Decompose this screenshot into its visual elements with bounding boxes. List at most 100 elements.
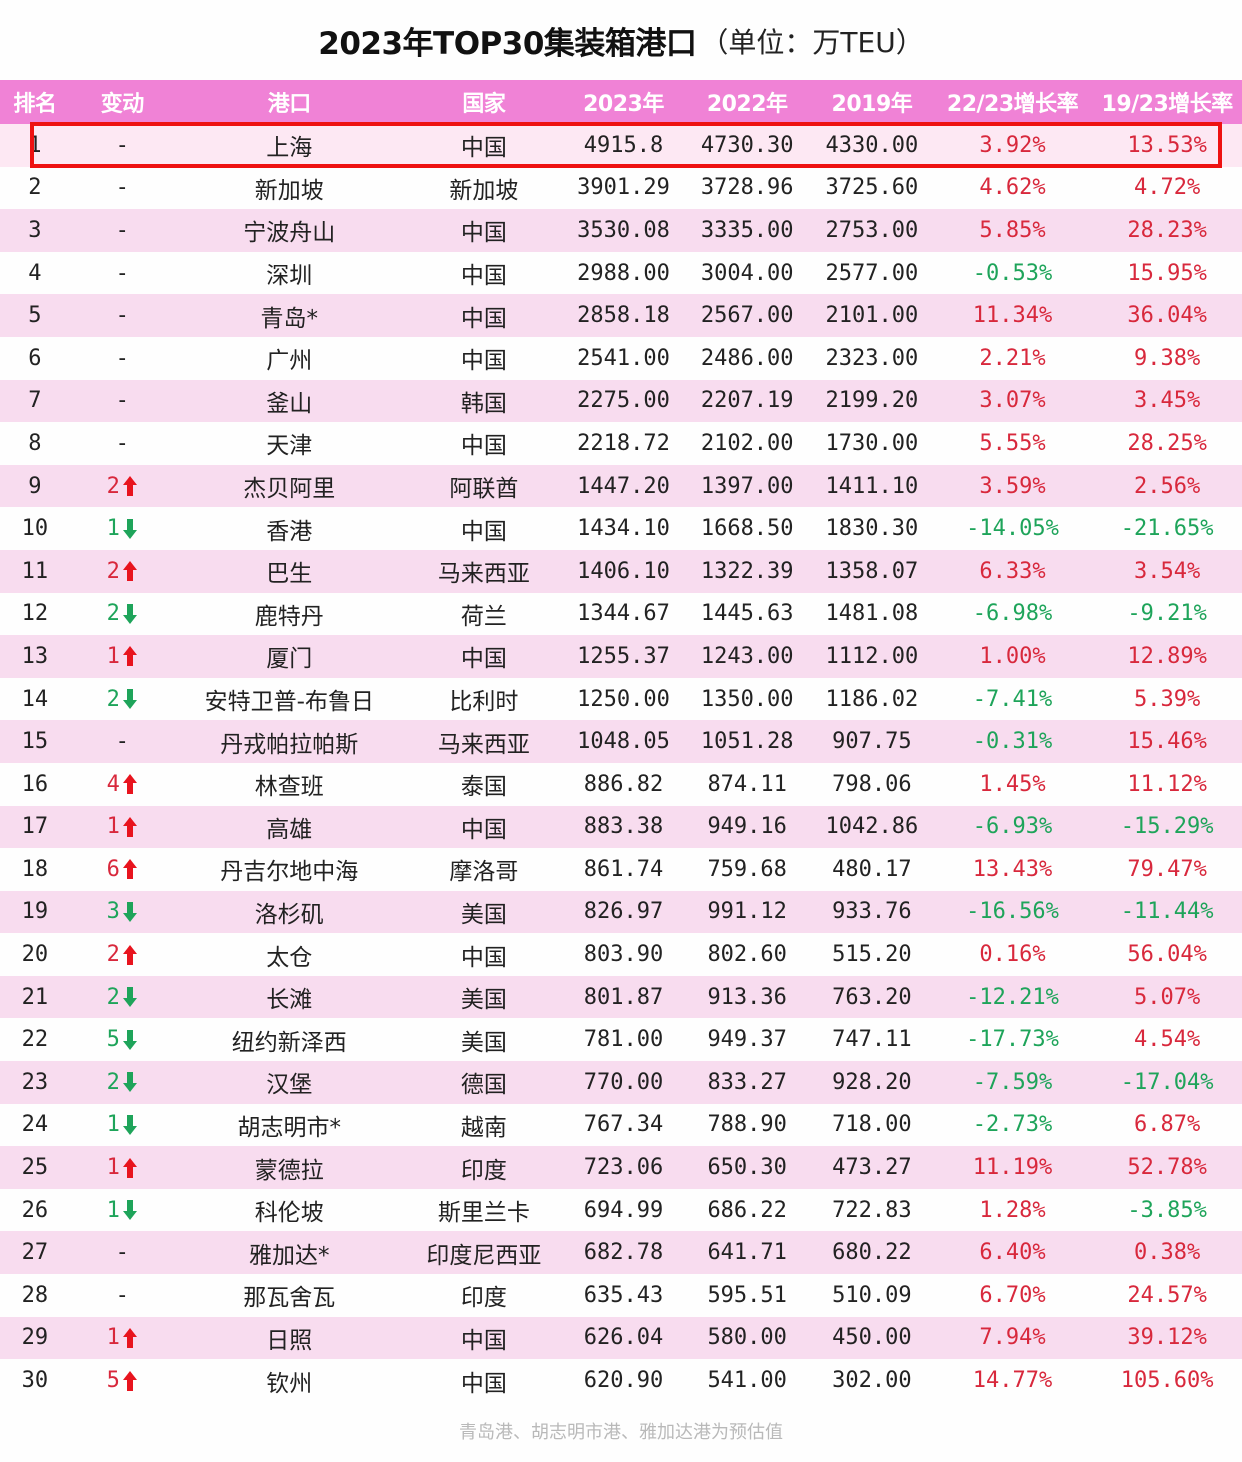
growth-19-23-cell: 105.60% (1120, 1368, 1214, 1394)
teu-2022-cell: 833.27 (707, 1069, 787, 1095)
teu-2019-cell: 2753.00 (825, 217, 919, 243)
table-row: 15 - 丹戎帕拉帕斯 马来西亚 1048.05 1051.28 907.75 … (0, 720, 1242, 763)
table-header: 排名 变动 港口 国家 2023年 2022年 2019年 22/23增长率 1… (0, 80, 1242, 124)
teu-2022-cell: 1445.63 (700, 601, 794, 627)
port-cell: 香港 (266, 518, 313, 545)
country-cell: 荷兰 (460, 603, 507, 630)
country-cell: 中国 (460, 348, 507, 375)
change-cell: 6 (70, 857, 175, 882)
rank-cell: 26 (21, 1197, 49, 1223)
growth-19-23-cell: 6.87% (1134, 1112, 1201, 1138)
teu-2022-cell: 991.12 (707, 899, 787, 925)
teu-2023-cell: 861.74 (583, 856, 664, 882)
growth-22-23-cell: -7.41% (972, 686, 1053, 712)
teu-2023-cell: 1434.10 (577, 516, 670, 542)
growth-22-23-cell: 3.59% (979, 473, 1046, 499)
growth-22-23-cell: -6.98% (972, 601, 1053, 627)
rank-cell: 29 (21, 1325, 49, 1351)
header-growth-22-23: 22/23增长率 (946, 92, 1079, 117)
arrow-down-icon (122, 987, 137, 1008)
growth-19-23-cell: -15.29% (1120, 814, 1214, 840)
teu-2019-cell: 480.17 (832, 856, 912, 882)
rank-cell: 22 (21, 1027, 49, 1053)
teu-2019-cell: 928.20 (832, 1069, 912, 1095)
port-cell: 厦门 (266, 646, 313, 673)
growth-19-23-cell: 3.54% (1134, 558, 1201, 584)
table-row: 22 5 纽约新泽西 美国 781.00 949.37 747.11 -17.7… (0, 1018, 1242, 1061)
change-cell: 2 (70, 985, 175, 1010)
rank-cell: 13 (21, 643, 49, 669)
growth-22-23-cell: -16.56% (966, 899, 1059, 925)
title-unit: （单位：万TEU） (700, 25, 924, 59)
change-value: 2 (106, 1069, 120, 1095)
change-value: 5 (106, 1368, 120, 1394)
teu-2022-cell: 4730.30 (700, 132, 794, 158)
change-cell: - (70, 1240, 175, 1265)
teu-2022-cell: 541.00 (707, 1368, 787, 1394)
rank-cell: 1 (28, 132, 42, 158)
table-row: 27 - 雅加达* 印度尼西亚 682.78 641.71 680.22 6.4… (0, 1231, 1242, 1275)
port-cell: 宁波舟山 (243, 220, 336, 247)
table-row: 28 - 那瓦舍瓦 印度 635.43 595.51 510.09 6.70% … (0, 1274, 1242, 1317)
arrow-up-icon (122, 1327, 137, 1348)
rank-cell: 21 (21, 984, 49, 1010)
teu-2023-cell: 1255.37 (577, 643, 670, 669)
arrow-down-icon (122, 1072, 137, 1093)
country-cell: 马来西亚 (437, 731, 530, 758)
table-row: 16 4 林查班 泰国 886.82 874.11 798.06 1.45% 1… (0, 763, 1242, 806)
teu-2023-cell: 626.04 (583, 1325, 664, 1351)
change-value: 2 (106, 686, 120, 712)
port-cell: 汉堡 (266, 1072, 313, 1099)
growth-22-23-cell: 1.00% (979, 643, 1046, 669)
change-value: 1 (106, 814, 120, 840)
teu-2023-cell: 1406.10 (577, 558, 670, 584)
rank-cell: 28 (21, 1282, 49, 1308)
teu-2019-cell: 510.09 (832, 1282, 912, 1308)
change-value: - (115, 303, 129, 329)
teu-2022-cell: 1668.50 (700, 516, 794, 542)
teu-2022-cell: 580.00 (707, 1325, 787, 1351)
teu-2023-cell: 2988.00 (577, 260, 670, 286)
change-cell: 4 (70, 772, 175, 797)
rank-cell: 23 (21, 1069, 49, 1095)
port-cell: 杰贝阿里 (243, 476, 336, 503)
teu-2022-cell: 2102.00 (700, 430, 794, 456)
table-row: 4 - 深圳 中国 2988.00 3004.00 2577.00 -0.53%… (0, 252, 1242, 295)
arrow-up-icon (122, 1370, 137, 1391)
arrow-up-icon (122, 1157, 137, 1178)
teu-2023-cell: 801.87 (583, 984, 664, 1010)
change-value: 4 (106, 771, 120, 797)
country-cell: 摩洛哥 (449, 859, 519, 886)
growth-19-23-cell: 79.47% (1127, 856, 1207, 882)
teu-2019-cell: 2577.00 (825, 260, 919, 286)
teu-2019-cell: 3725.60 (825, 175, 919, 201)
change-value: 2 (106, 942, 120, 968)
port-cell: 巴生 (266, 561, 313, 588)
teu-2023-cell: 803.90 (583, 942, 664, 968)
rank-cell: 9 (28, 473, 42, 499)
growth-19-23-cell: 15.95% (1127, 260, 1207, 286)
growth-22-23-cell: 2.21% (979, 345, 1046, 371)
teu-2022-cell: 874.11 (707, 771, 787, 797)
arrow-up-icon (122, 944, 137, 965)
teu-2022-cell: 802.60 (707, 942, 787, 968)
rank-cell: 12 (21, 601, 49, 627)
teu-2019-cell: 722.83 (832, 1197, 912, 1223)
teu-2022-cell: 1243.00 (700, 643, 794, 669)
country-cell: 中国 (460, 433, 507, 460)
port-cell: 洛杉矶 (254, 901, 324, 928)
country-cell: 斯里兰卡 (437, 1200, 530, 1227)
country-cell: 泰国 (460, 774, 507, 801)
arrow-up-icon (122, 816, 137, 837)
table-row: 6 - 广州 中国 2541.00 2486.00 2323.00 2.21% … (0, 337, 1242, 380)
arrow-down-icon (122, 1029, 137, 1050)
rank-cell: 11 (21, 558, 49, 584)
arrow-up-icon (122, 859, 137, 880)
port-cell: 纽约新泽西 (231, 1029, 347, 1056)
growth-22-23-cell: 4.62% (979, 175, 1046, 201)
rank-cell: 16 (21, 771, 49, 797)
country-cell: 美国 (460, 987, 507, 1014)
port-cell: 天津 (266, 433, 313, 460)
change-cell: 1 (70, 1198, 175, 1223)
